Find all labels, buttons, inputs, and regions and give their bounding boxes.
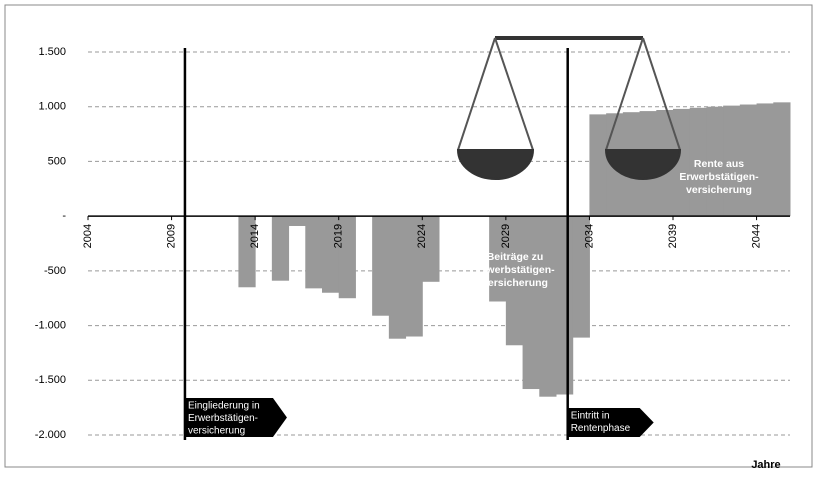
event-arrow xyxy=(184,398,287,437)
region-label: Erwerbstätigen- xyxy=(679,171,759,183)
x-tick-label: 2019 xyxy=(333,224,345,248)
bar xyxy=(706,106,724,217)
bar xyxy=(505,216,524,346)
event-label: versicherung xyxy=(188,426,245,437)
event-label: Eingliederung in xyxy=(188,401,260,412)
x-tick-label: 2044 xyxy=(750,224,762,248)
bar xyxy=(489,216,507,302)
event-arrow xyxy=(567,408,654,437)
bar xyxy=(322,216,340,293)
bar xyxy=(556,216,574,395)
y-tick-label: 500 xyxy=(48,155,66,167)
event-label: Erwerbstätigen- xyxy=(188,413,258,424)
x-tick-label: 2014 xyxy=(249,224,261,248)
x-tick-label: 2034 xyxy=(583,224,595,248)
y-tick-label: 1.500 xyxy=(38,46,66,58)
x-tick-label: 2024 xyxy=(416,224,428,248)
x-axis-label: Jahre xyxy=(751,459,780,471)
region-label: Rente aus xyxy=(694,158,744,170)
region-label: versicherung xyxy=(686,184,752,196)
bar xyxy=(338,216,356,299)
bar xyxy=(288,216,306,226)
y-tick-label: -1.000 xyxy=(35,319,66,331)
bar xyxy=(372,216,390,316)
bar xyxy=(539,216,557,397)
bar xyxy=(689,107,707,217)
region-label: Erwerbstätigen- xyxy=(475,264,555,276)
x-tick-label: 2004 xyxy=(82,224,94,248)
balance-icon xyxy=(456,36,682,180)
event-label: Rentenphase xyxy=(571,423,631,434)
region-label: versicherung xyxy=(482,277,548,289)
y-tick-label: -2.000 xyxy=(35,429,66,441)
bar xyxy=(589,114,607,217)
y-tick-label: -1.500 xyxy=(35,374,66,386)
bar xyxy=(271,216,290,281)
region-label: Beiträge zu xyxy=(487,251,544,263)
x-tick-label: 2029 xyxy=(500,224,512,248)
bar xyxy=(723,105,741,217)
bar xyxy=(522,216,540,390)
bar xyxy=(739,104,758,217)
bar xyxy=(673,108,691,217)
x-tick-label: 2039 xyxy=(667,224,679,248)
bar xyxy=(756,103,774,217)
bar xyxy=(572,216,590,338)
bar xyxy=(238,216,256,288)
y-tick-label: -500 xyxy=(44,265,66,277)
event-label: Eintritt in xyxy=(571,411,610,422)
bar xyxy=(773,102,791,217)
y-tick-label: - xyxy=(62,210,66,222)
y-tick-label: 1.000 xyxy=(38,101,66,113)
bar xyxy=(305,216,323,289)
bar xyxy=(422,216,440,282)
x-tick-label: 2009 xyxy=(165,224,177,248)
bar xyxy=(388,216,407,339)
bar xyxy=(405,216,423,337)
